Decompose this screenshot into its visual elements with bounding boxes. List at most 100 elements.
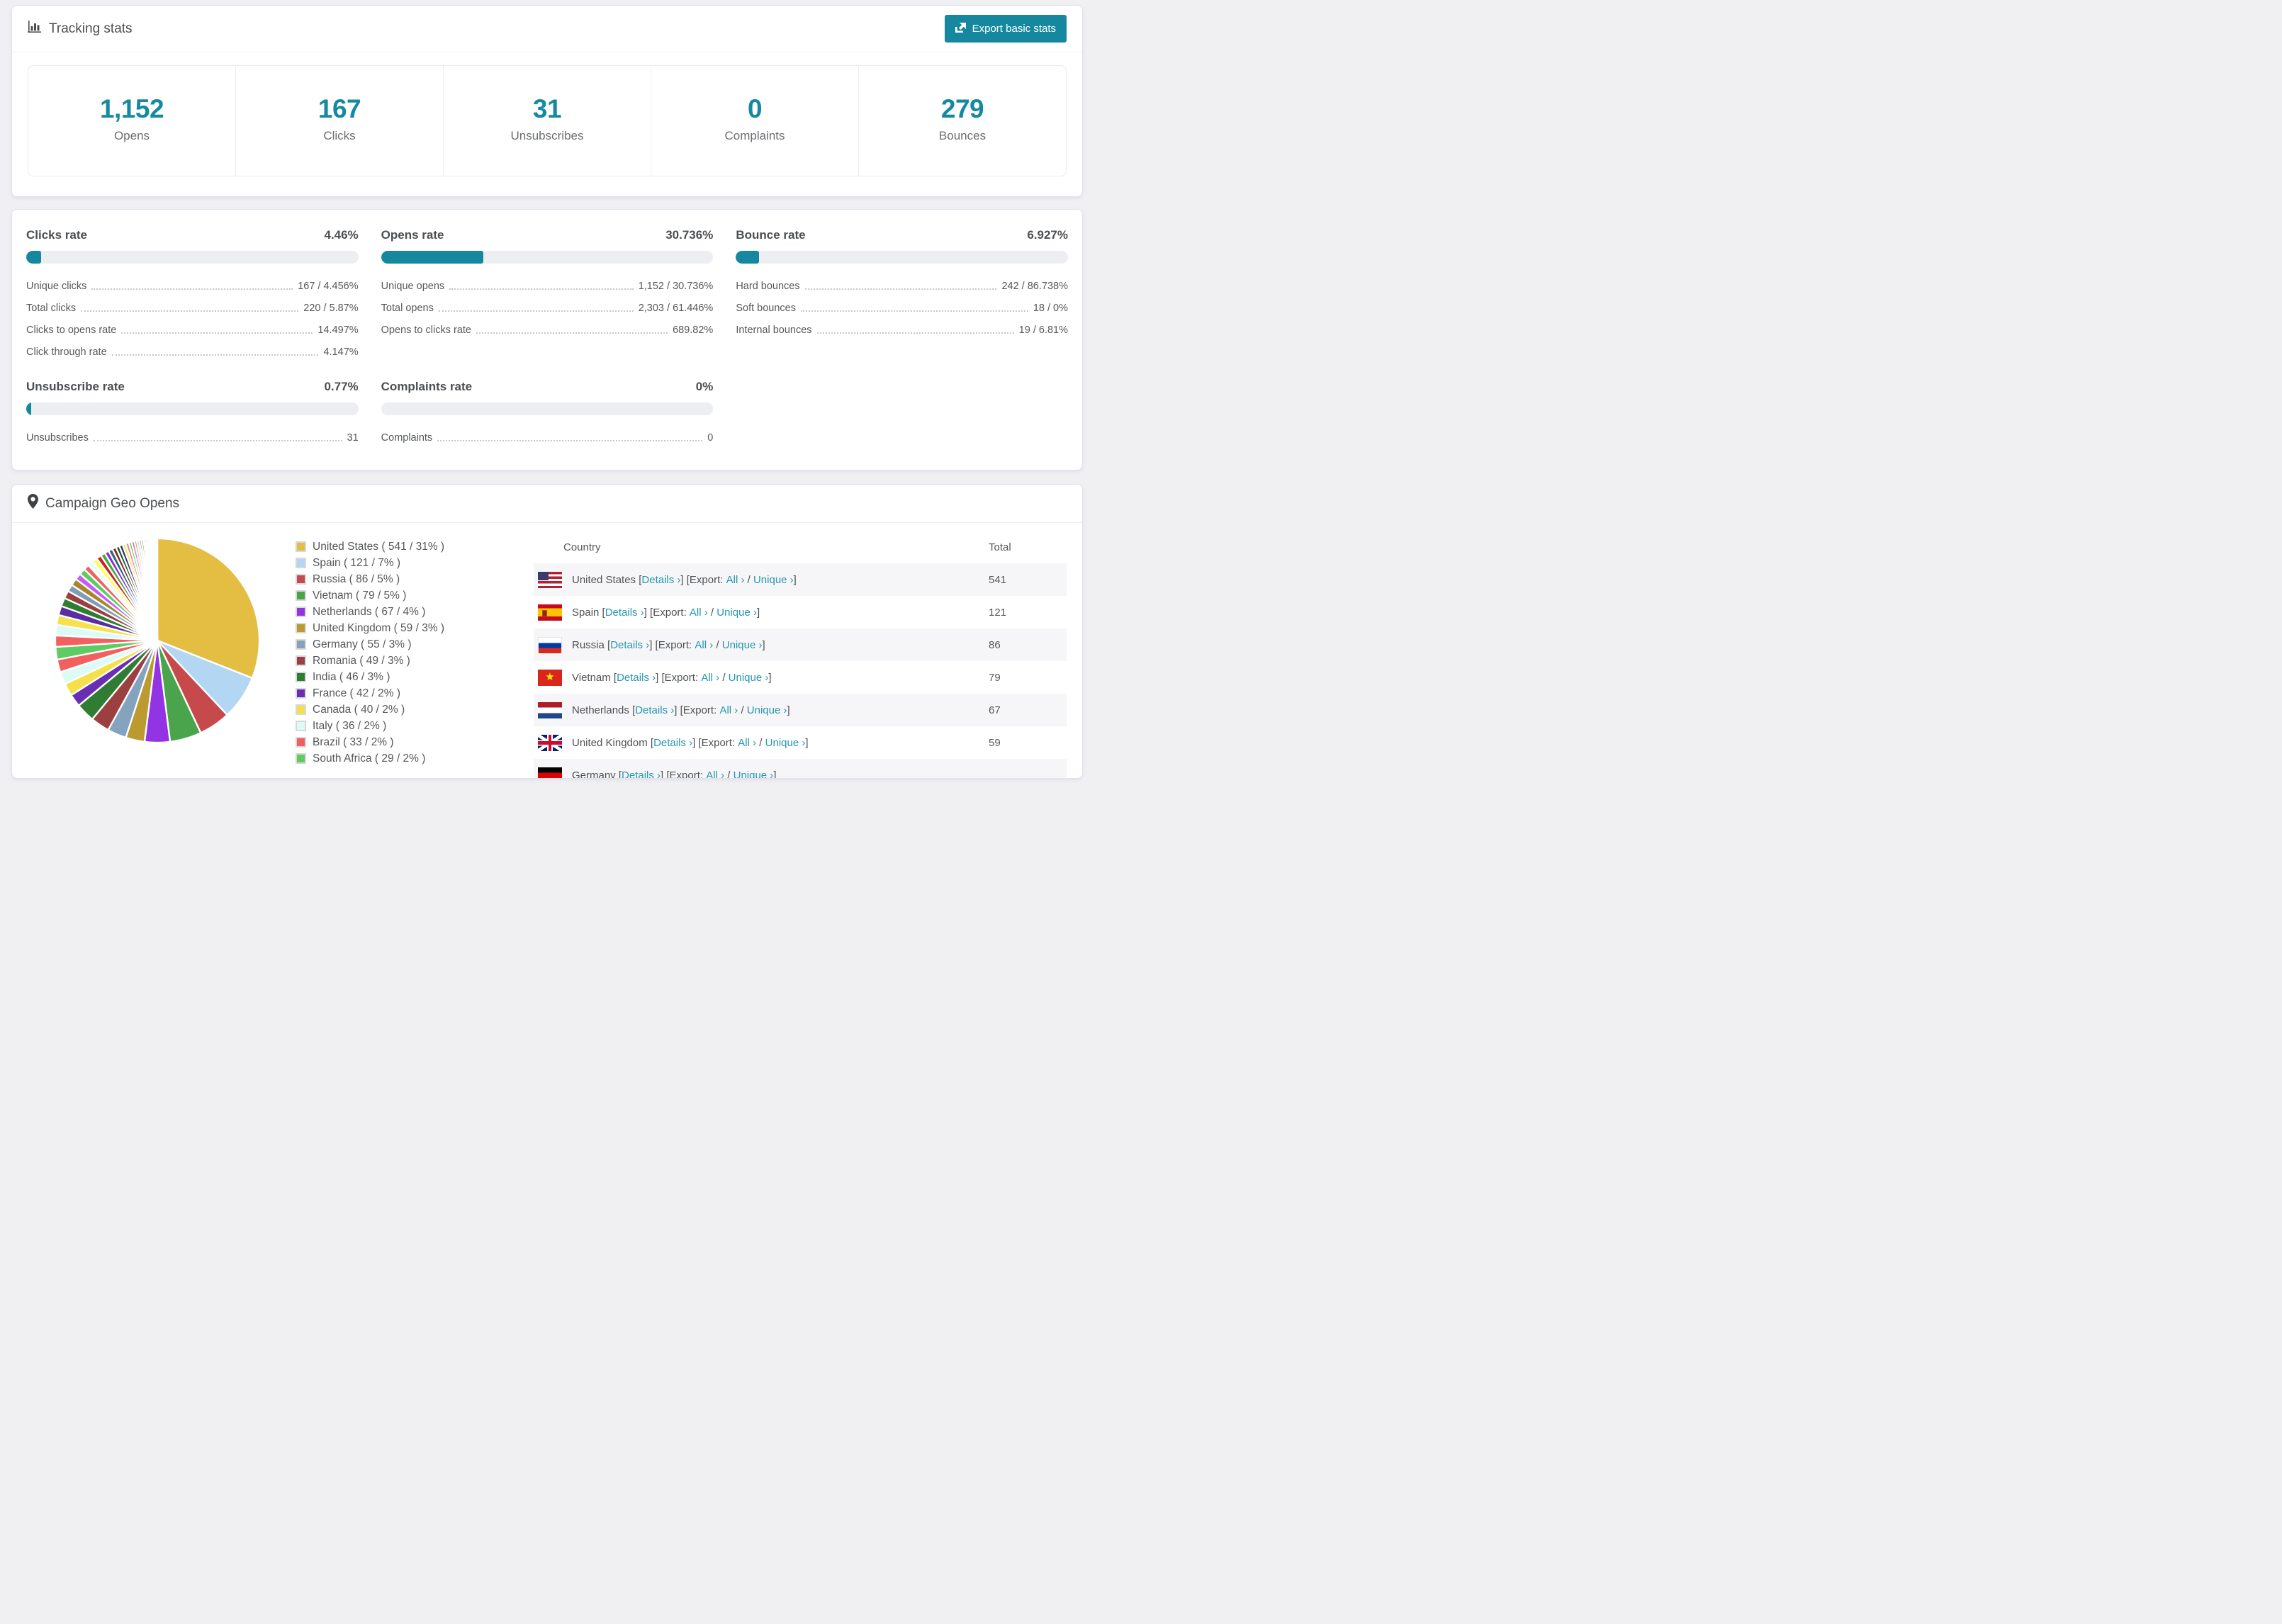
rate-row-label: Total clicks <box>26 302 77 314</box>
close-bracket: ] <box>787 704 790 716</box>
export-all-link[interactable]: All › <box>701 671 720 684</box>
geo-title: Campaign Geo Opens <box>45 495 180 511</box>
rate-progress-fill <box>381 251 483 264</box>
geo-table-row: Vietnam [Details ›] [Export: All › / Uni… <box>534 661 1067 694</box>
dotted-leader <box>91 288 293 290</box>
rate-row-value: 167 / 4.456% <box>298 280 359 292</box>
tracking-stats-card: Tracking stats Export basic stats 1,152 O… <box>11 5 1083 197</box>
geo-row-country-cell: Netherlands [Details ›] [Export: All › /… <box>534 701 989 718</box>
export-unique-link[interactable]: Unique › <box>753 573 794 586</box>
export-unique-link[interactable]: Unique › <box>733 769 774 779</box>
legend-label: United States ( 541 / 31% ) <box>313 540 445 553</box>
legend-label: Spain ( 121 / 7% ) <box>313 556 401 569</box>
tracking-stats-title: Tracking stats <box>28 20 133 38</box>
stat-value: 0 <box>747 94 763 123</box>
export-all-link[interactable]: All › <box>726 573 745 586</box>
close-bracket: ] <box>768 671 772 684</box>
geo-table: Country Total United States [Details ›] … <box>534 533 1067 779</box>
details-link[interactable]: Details › <box>617 671 656 684</box>
pie-slice-united-states[interactable] <box>156 537 261 680</box>
geo-table-body: United States [Details ›] [Export: All ›… <box>534 563 1067 779</box>
geo-opens-pie-chart[interactable] <box>52 536 262 745</box>
details-link[interactable]: Details › <box>605 606 644 619</box>
export-label: ] [Export: <box>656 671 702 684</box>
rate-progress-bar <box>381 402 714 415</box>
export-all-link[interactable]: All › <box>706 769 725 779</box>
rate-row-label: Click through rate <box>26 346 107 358</box>
dotted-leader <box>438 310 634 312</box>
legend-swatch <box>296 558 306 568</box>
export-label: ] [Export: <box>643 606 690 619</box>
export-unique-link[interactable]: Unique › <box>746 704 787 716</box>
geo-row-total-cell: 86 <box>989 638 1001 651</box>
geo-pie-wrap <box>19 533 296 778</box>
slash-separator: / <box>724 769 734 779</box>
export-unique-link[interactable]: Unique › <box>728 671 769 684</box>
summary-stat-bounces: 279 Bounces <box>858 66 1066 176</box>
stat-value: 31 <box>532 94 562 123</box>
rate-detail-row: Total opens 2,303 / 61.446% <box>381 297 714 319</box>
legend-label: Vietnam ( 79 / 5% ) <box>313 589 407 602</box>
country-name: Germany [ <box>572 769 622 779</box>
legend-swatch <box>296 753 306 764</box>
geo-row-country-cell: Spain [Details ›] [Export: All › / Uniqu… <box>534 604 989 621</box>
rate-row-label: Unique clicks <box>26 280 87 292</box>
details-link[interactable]: Details › <box>653 736 693 749</box>
geo-table-row: United States [Details ›] [Export: All ›… <box>534 563 1067 596</box>
rate-value: 6.927% <box>1027 228 1068 242</box>
ru-flag-icon <box>538 636 562 653</box>
legend-item: France ( 42 / 2% ) <box>296 685 529 701</box>
vn-flag-icon <box>538 669 562 686</box>
dotted-leader <box>800 310 1028 312</box>
legend-item: Spain ( 121 / 7% ) <box>296 555 529 571</box>
details-link[interactable]: Details › <box>641 573 681 586</box>
rate-detail-row: Opens to clicks rate 689.82% <box>381 319 714 341</box>
rates-grid: Clicks rate 4.46% Unique clicks 167 / 4.456… <box>26 228 1068 449</box>
legend-swatch <box>296 688 306 699</box>
export-all-link[interactable]: All › <box>719 704 738 716</box>
export-label: ] [Export: <box>674 704 720 716</box>
rate-row-value: 19 / 6.81% <box>1018 324 1068 336</box>
rate-detail-row: Unique opens 1,152 / 30.736% <box>381 275 714 297</box>
rate-detail-row: Complaints 0 <box>381 427 714 449</box>
rate-progress-bar <box>26 251 359 264</box>
summary-stat-clicks: 167 Clicks <box>235 66 443 176</box>
geo-table-row: Russia [Details ›] [Export: All › / Uniq… <box>534 628 1067 661</box>
export-label: ] [Export: <box>661 769 707 779</box>
rate-block-bounce-rate: Bounce rate 6.927% Hard bounces 242 / 86.73… <box>736 228 1068 363</box>
export-all-link[interactable]: All › <box>689 606 708 619</box>
rate-progress-bar <box>26 402 359 415</box>
export-basic-stats-button[interactable]: Export basic stats <box>944 15 1067 43</box>
geo-row-country-cell: United States [Details ›] [Export: All ›… <box>534 571 989 588</box>
rate-progress-fill <box>26 402 31 415</box>
export-unique-link[interactable]: Unique › <box>721 638 763 651</box>
tracking-stats-header: Tracking stats Export basic stats <box>12 6 1082 52</box>
geo-row-total-cell: 79 <box>989 671 1001 684</box>
rate-title: Opens rate <box>381 228 444 242</box>
details-link[interactable]: Details › <box>622 769 661 779</box>
rate-value: 30.736% <box>665 228 714 242</box>
rate-detail-row: Click through rate 4.147% <box>26 341 359 363</box>
dotted-leader <box>81 310 299 312</box>
legend-label: France ( 42 / 2% ) <box>313 687 401 699</box>
dotted-leader <box>816 332 1014 334</box>
slash-separator: / <box>744 573 753 586</box>
rate-detail-row: Clicks to opens rate 14.497% <box>26 319 359 341</box>
dotted-leader <box>111 354 319 356</box>
export-unique-link[interactable]: Unique › <box>765 736 806 749</box>
legend-label: Brazil ( 33 / 2% ) <box>313 735 394 748</box>
details-link[interactable]: Details › <box>610 638 650 651</box>
campaign-geo-opens-card: Campaign Geo Opens United States ( 541 /… <box>11 484 1083 779</box>
geo-row-country-cell: United Kingdom [Details ›] [Export: All … <box>534 734 989 751</box>
legend-label: United Kingdom ( 59 / 3% ) <box>313 621 445 634</box>
summary-stats-row: 1,152 Opens 167 Clicks 31 Unsubscribes 0 Compla… <box>28 65 1067 176</box>
geo-table-row: Spain [Details ›] [Export: All › / Uniqu… <box>534 596 1067 628</box>
rate-detail-row: Internal bounces 19 / 6.81% <box>736 319 1068 341</box>
export-unique-link[interactable]: Unique › <box>716 606 757 619</box>
gb-flag-icon <box>538 734 562 751</box>
geo-row-total-cell: 121 <box>989 606 1007 619</box>
de-flag-icon <box>538 767 562 778</box>
export-all-link[interactable]: All › <box>738 736 757 749</box>
details-link[interactable]: Details › <box>635 704 675 716</box>
export-all-link[interactable]: All › <box>695 638 714 651</box>
